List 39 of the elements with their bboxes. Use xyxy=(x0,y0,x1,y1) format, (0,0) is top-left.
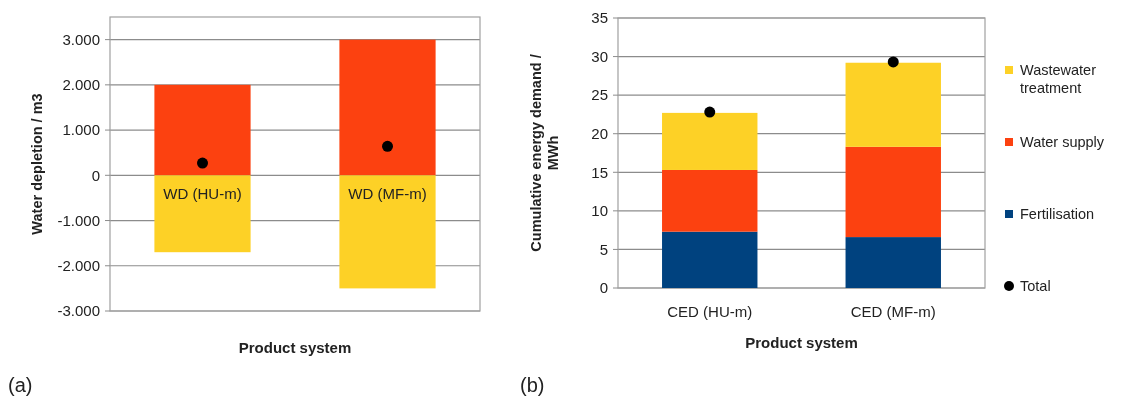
legend-label: Water supply xyxy=(1020,134,1105,151)
y-tick-label: 0 xyxy=(91,166,100,184)
y-tick-label: -3.000 xyxy=(57,302,100,320)
bar xyxy=(154,84,251,176)
bar xyxy=(339,175,436,289)
y-axis-title: Water depletion / m3 xyxy=(29,93,45,235)
y-tick-label: 20 xyxy=(591,124,608,142)
x-axis-title: Product system xyxy=(745,334,858,351)
bar xyxy=(845,62,941,147)
x-tick-label: WD (MF-m) xyxy=(348,184,427,202)
y-axis-title: Cumulative energy demand / MWh xyxy=(528,54,561,252)
x-tick-label: WD (HU-m) xyxy=(163,184,242,202)
y-tick-label: 0 xyxy=(599,279,608,297)
legend-label: Wastewater treatment xyxy=(1020,62,1097,97)
x-tick-label: CED (MF-m) xyxy=(850,303,936,321)
y-tick-label: -2.000 xyxy=(57,257,100,275)
x-axis-title: Product system xyxy=(238,339,352,356)
y-tick-label: 30 xyxy=(591,47,608,65)
legend-label: Total xyxy=(1020,278,1051,295)
y-tick-label: 25 xyxy=(591,86,608,104)
y-tick-label: 3.000 xyxy=(62,30,100,48)
y-tick-label: 15 xyxy=(591,163,608,181)
bar xyxy=(662,231,758,288)
y-tick-label: 5 xyxy=(599,240,608,258)
y-tick-label: 10 xyxy=(591,202,608,220)
bar xyxy=(662,169,758,232)
bar xyxy=(845,146,941,238)
bar xyxy=(154,175,251,253)
legend-label: Fertilisation xyxy=(1020,206,1095,223)
y-tick-label: 1.000 xyxy=(62,121,100,139)
y-tick-label: -1.000 xyxy=(57,211,100,229)
bar xyxy=(662,112,758,170)
x-tick-label: CED (HU-m) xyxy=(667,303,753,321)
text: (a) xyxy=(8,374,33,396)
y-tick-label: 35 xyxy=(591,9,608,27)
bar xyxy=(339,39,436,176)
text: (b) xyxy=(520,374,545,396)
bar xyxy=(845,237,941,288)
y-tick-label: 2.000 xyxy=(62,76,100,94)
